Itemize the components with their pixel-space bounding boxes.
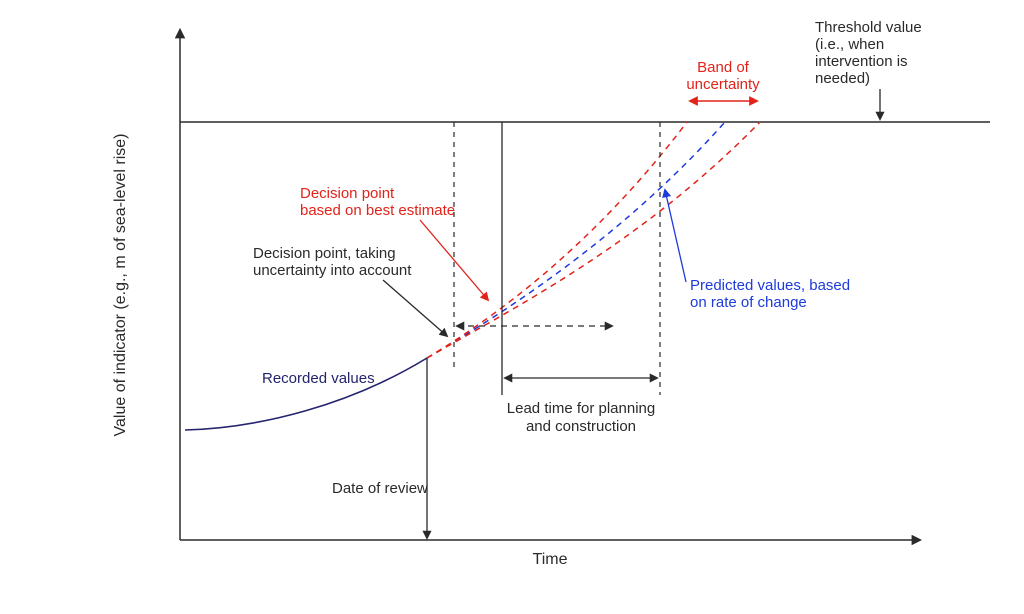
dp-best-label-l2: based on best estimate bbox=[300, 202, 455, 219]
predicted-label-l2: on rate of change bbox=[690, 294, 807, 311]
band-label-l1: Band of bbox=[697, 59, 750, 76]
svg-text:(i.e., when: (i.e., when bbox=[815, 36, 884, 53]
date-of-review-label: Date of review bbox=[332, 480, 428, 497]
uncertainty-lower bbox=[427, 122, 760, 358]
predicted-curve bbox=[427, 122, 725, 358]
recorded-label: Recorded values bbox=[262, 370, 375, 387]
dp-uncert-label-l2: uncertainty into account bbox=[253, 262, 412, 279]
y-axis-label: Value of indicator (e.g., m of sea-level… bbox=[112, 134, 129, 437]
dp-best-label-l1: Decision point bbox=[300, 185, 395, 202]
band-label-l2: uncertainty bbox=[686, 76, 760, 93]
x-axis-label: Time bbox=[533, 551, 568, 568]
dp-uncert-label-l1: Decision point, taking bbox=[253, 245, 396, 262]
svg-text:intervention is: intervention is bbox=[815, 53, 908, 70]
lead-time-label-l1: Lead time for planning bbox=[507, 400, 655, 417]
lead-time-label-l2: and construction bbox=[526, 418, 636, 435]
svg-text:needed): needed) bbox=[815, 70, 870, 87]
recorded-curve bbox=[185, 358, 427, 430]
predicted-arrow bbox=[665, 190, 686, 282]
diagram-svg: Time Value of indicator (e.g., m of sea-l… bbox=[0, 0, 1024, 614]
uncertainty-upper bbox=[427, 122, 687, 358]
svg-text:Threshold value: Threshold value bbox=[815, 19, 922, 36]
dp-uncert-arrow bbox=[383, 280, 447, 336]
predicted-label-l1: Predicted values, based bbox=[690, 277, 850, 294]
diagram-container: Time Value of indicator (e.g., m of sea-l… bbox=[0, 0, 1024, 614]
